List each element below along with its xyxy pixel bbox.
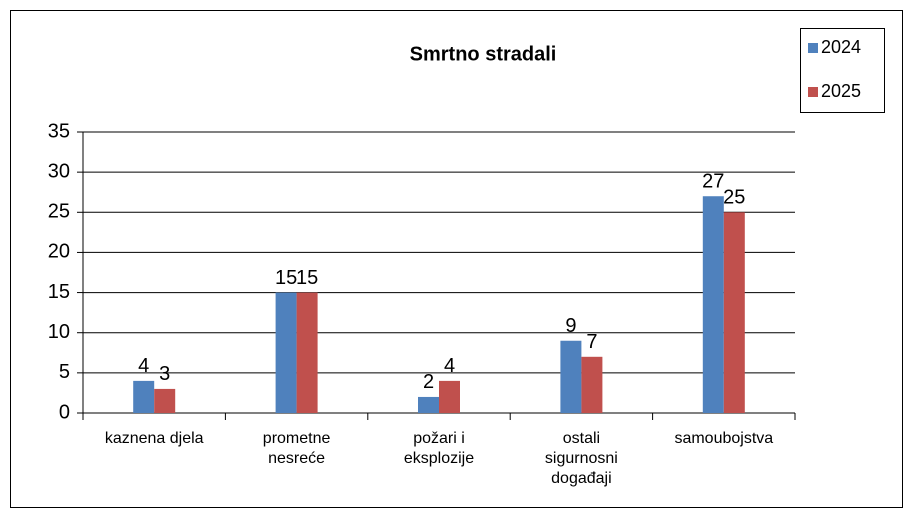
y-tick-label: 25 [48,201,70,223]
value-label: 4 [444,355,455,377]
x-tick-label: ostali sigurnosni događaji [545,430,618,487]
y-tick-label: 20 [48,241,70,263]
bar [154,388,176,413]
y-tick-label: 0 [59,401,70,423]
bar [723,212,745,413]
legend-swatch [808,43,818,53]
value-label: 15 [296,267,318,289]
value-label: 7 [586,331,597,353]
y-tick-label: 35 [48,120,70,142]
x-tick-label: kaznena djela [105,430,204,447]
chart-title: Smrtno stradali [410,43,557,65]
legend-swatch [808,87,818,97]
bar [560,340,582,413]
value-label: 15 [275,267,297,289]
bar [418,396,439,413]
bar [439,380,460,413]
value-label: 9 [565,315,576,337]
bar [702,196,724,413]
y-tick-label: 30 [48,160,70,182]
value-label: 4 [138,355,149,377]
value-label: 2 [423,371,434,393]
value-label: 27 [702,171,724,193]
legend-label: 2025 [821,81,861,101]
bar [581,356,603,413]
y-tick-label: 10 [48,321,70,343]
bar [133,380,155,413]
value-label: 3 [159,363,170,385]
legend-label: 2024 [821,37,861,57]
y-tick-label: 15 [48,281,70,303]
bar [296,292,318,413]
x-tick-label: požari i eksplozije [404,430,474,467]
x-tick-label: prometne nesreće [263,430,331,467]
legend-box [800,28,885,113]
x-tick-label: samoubojstva [674,430,773,447]
value-label: 25 [723,187,745,209]
chart-border [10,10,903,508]
bar [275,292,297,413]
y-tick-label: 5 [59,361,70,383]
